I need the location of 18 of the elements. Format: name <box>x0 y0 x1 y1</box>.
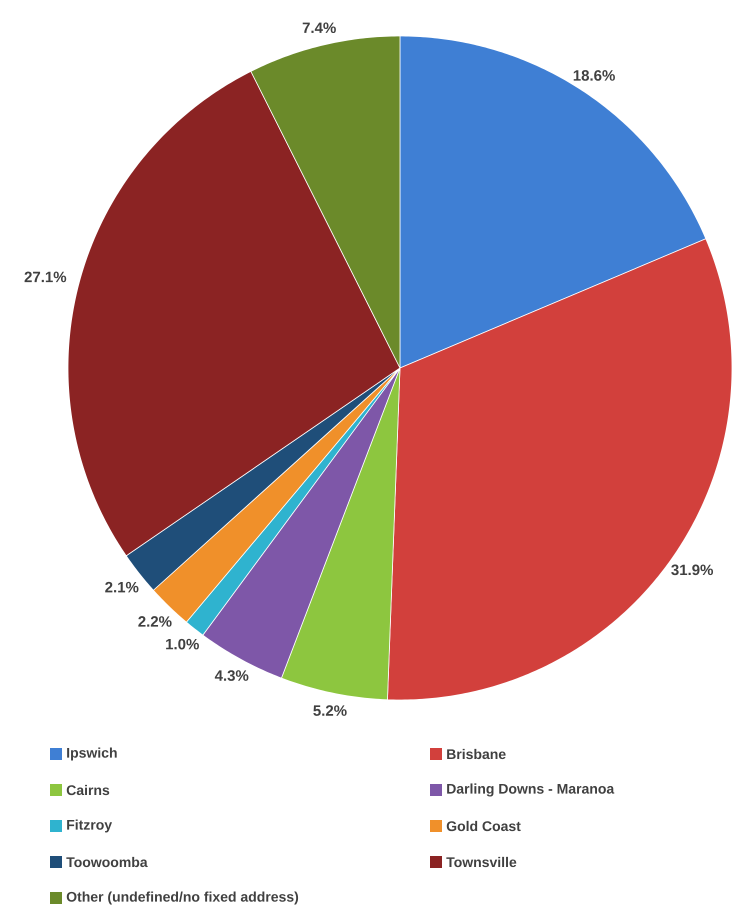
legend-label: Darling Downs - Maranoa <box>447 783 614 797</box>
legend-label: Brisbane <box>447 748 506 760</box>
data-label: 7.4% <box>302 22 336 34</box>
legend-label: Gold Coast <box>446 820 521 832</box>
data-label: 31.9% <box>671 564 714 576</box>
data-label: 1.0% <box>166 638 199 650</box>
data-label: 2.1% <box>105 582 138 592</box>
legend-label: Cairns <box>66 784 110 796</box>
data-label: 18.6% <box>574 70 615 81</box>
legend-label: Townsville <box>446 856 516 868</box>
data-label: 4.3% <box>214 670 248 681</box>
legend-label: Toowoomba <box>66 856 148 868</box>
legend-label: Ipswich <box>67 747 117 761</box>
data-label: 5.2% <box>313 705 347 716</box>
data-label: 2.2% <box>138 616 172 627</box>
data-label: 27.1% <box>24 272 66 282</box>
legend-label: Other (undefined/no fixed address) <box>66 891 298 905</box>
legend-label: Fitzroy <box>67 819 112 833</box>
